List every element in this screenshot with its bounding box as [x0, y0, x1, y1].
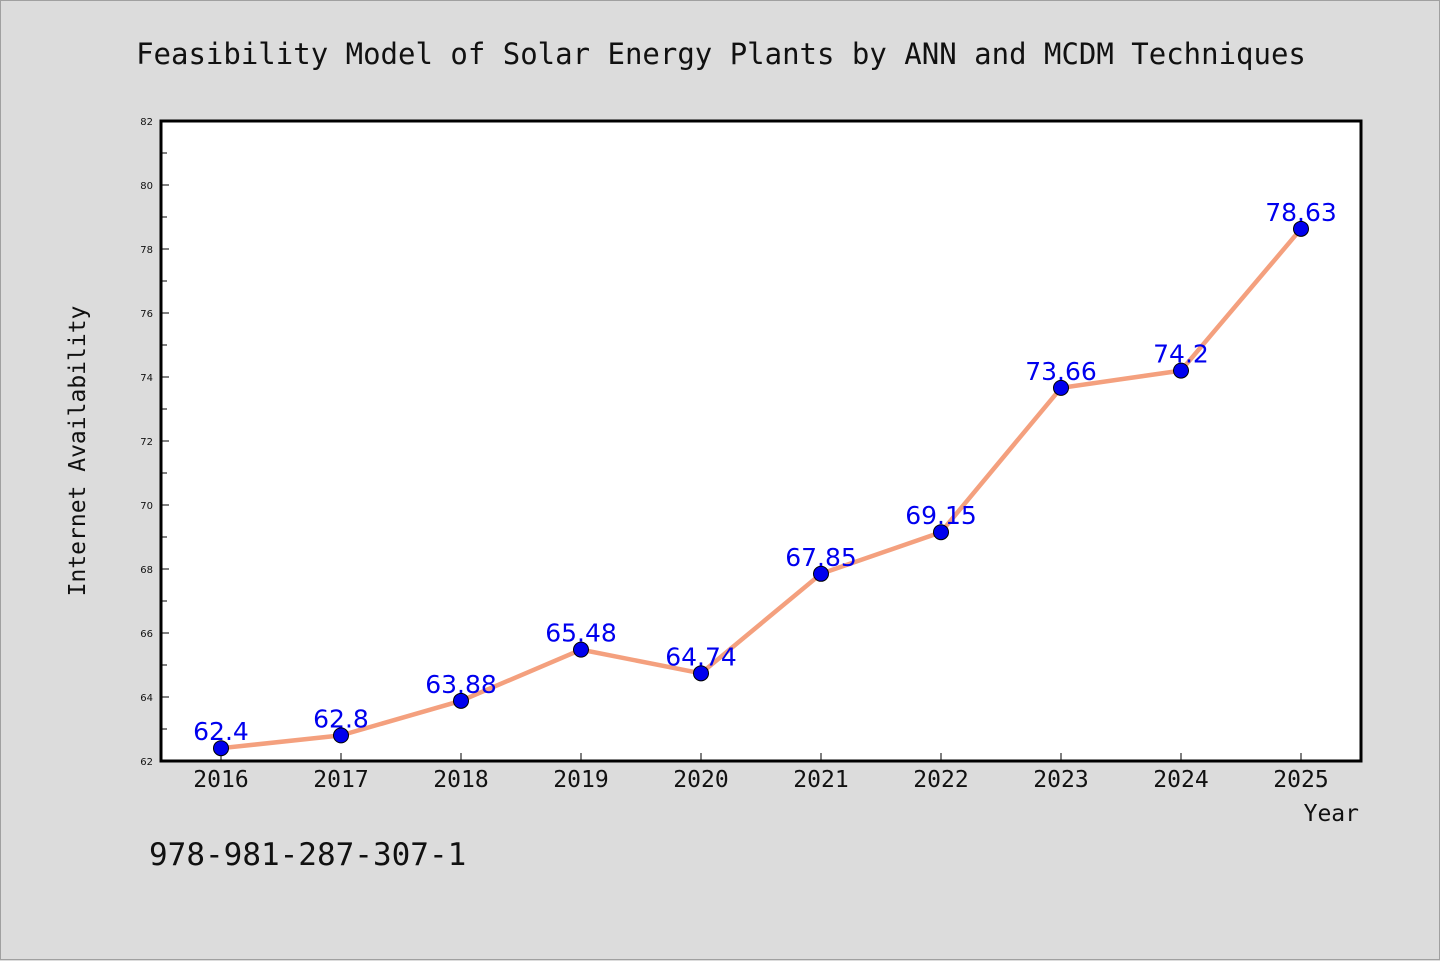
data-point — [1173, 362, 1189, 379]
data-point — [813, 565, 829, 582]
y-tick-label: 80 — [140, 181, 153, 192]
x-tick-label: 2018 — [433, 767, 488, 793]
isbn-number: 978-981-287-307-1 — [149, 837, 466, 873]
y-tick-label: 66 — [140, 629, 153, 640]
y-axis: 62 64 66 68 70 72 74 76 78 80 82 — [140, 117, 169, 768]
x-tick-label: 2021 — [793, 767, 848, 793]
data-point — [333, 727, 349, 744]
x-tick-label: 2020 — [673, 767, 728, 793]
data-label: 62.8 — [313, 704, 369, 733]
series-line — [220, 227, 1303, 751]
data-label: 64.74 — [665, 642, 737, 671]
data-label: 67.85 — [785, 543, 857, 572]
data-label: 78.63 — [1265, 198, 1337, 227]
y-tick-label: 68 — [140, 565, 153, 576]
data-label: 74.2 — [1153, 340, 1209, 369]
y-tick-label: 78 — [140, 245, 153, 256]
x-tick-label: 2022 — [913, 767, 968, 793]
chart-title: Feasibility Model of Solar Energy Plants… — [136, 37, 1306, 71]
data-point — [573, 641, 589, 658]
data-point — [693, 665, 709, 682]
y-tick-label: 64 — [140, 693, 153, 704]
x-tick-label: 2017 — [313, 767, 368, 793]
series-internet-availability: 62.4 62.8 63.88 65.48 64.74 67.85 69.15 73.66 74… — [193, 198, 1337, 757]
y-tick-label: 74 — [140, 373, 153, 384]
x-tick-label: 2019 — [553, 767, 608, 793]
y-tick-label: 62 — [140, 757, 153, 768]
x-tick-label: 2024 — [1153, 767, 1208, 793]
x-tick-label: 2023 — [1033, 767, 1088, 793]
plot-area — [159, 119, 1363, 763]
data-label: 63.88 — [425, 670, 497, 699]
data-label: 69.15 — [905, 501, 977, 530]
data-point — [1053, 379, 1069, 396]
x-tick-label: 2025 — [1273, 767, 1328, 793]
data-point — [213, 740, 229, 757]
data-label: 65.48 — [545, 619, 617, 648]
data-point — [933, 524, 949, 541]
y-tick-label: 82 — [140, 117, 153, 128]
x-tick-label: 2016 — [193, 767, 248, 793]
data-point — [1293, 220, 1309, 237]
data-point — [453, 692, 469, 709]
data-label: 73.66 — [1025, 357, 1097, 386]
x-axis-label: Year — [1304, 801, 1359, 827]
y-tick-label: 72 — [140, 437, 153, 448]
x-axis: 2016 2017 2018 2019 2020 2021 2022 2023 2024 2025 — [193, 753, 1329, 793]
y-tick-label: 70 — [140, 501, 153, 512]
y-axis-label: Internet Availability — [65, 306, 91, 597]
data-label: 62.4 — [193, 717, 249, 746]
y-tick-label: 76 — [140, 309, 153, 320]
